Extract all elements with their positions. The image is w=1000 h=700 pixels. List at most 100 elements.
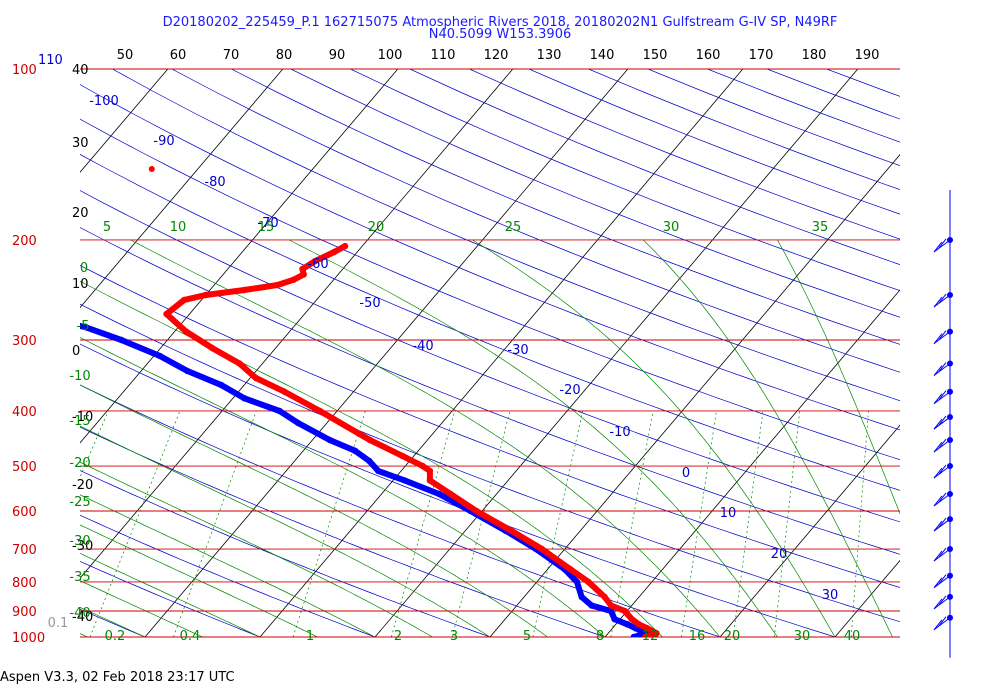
moist-adiabat-label: 15 (258, 220, 275, 235)
top-axis-tick-label: 130 (537, 48, 562, 63)
isobar-lines (80, 68, 900, 638)
wind-barb-flag (938, 616, 947, 627)
top-left-extra-label: 110 (38, 53, 63, 68)
isotherm-line (950, 69, 1000, 637)
top-axis-tick-label: 100 (378, 48, 403, 63)
wind-barb (933, 416, 951, 430)
wind-barb-flag (933, 619, 943, 631)
moist-adiabat-line (80, 552, 261, 637)
dry-adiabat-line (409, 69, 900, 266)
top-axis-tick-label: 60 (170, 48, 187, 63)
isotherm-line (80, 69, 284, 309)
pressure-tick-label: 800 (12, 576, 37, 591)
top-axis-tick-label: 80 (276, 48, 293, 63)
wind-barb (933, 439, 951, 453)
wind-barb-flag (938, 330, 947, 340)
isotherm-line (259, 69, 744, 637)
wind-barb-flag (938, 547, 947, 558)
mixing-ratio-label: 0.1 (48, 616, 69, 631)
isotherm-label: 30 (72, 136, 89, 151)
isotherm-label: 20 (72, 206, 89, 221)
moist-adiabat-label: -15 (69, 414, 90, 429)
dry-adiabat-label: 30 (822, 588, 839, 603)
moist-adiabat-label: -25 (69, 495, 90, 510)
top-axis-tick-label: 180 (802, 48, 827, 63)
moist-adiabat-label: 30 (663, 220, 680, 235)
dry-adiabat-line (826, 69, 900, 97)
isotherm-label: -10 (72, 410, 93, 425)
mixing-ratio-label: 1 (306, 629, 314, 644)
wind-barb-flag (933, 241, 943, 253)
dry-adiabat-line (80, 154, 900, 491)
wind-barb (933, 391, 951, 405)
mixing-ratio-line (89, 410, 181, 637)
dry-adiabat-line (80, 384, 721, 637)
dry-adiabat-line (80, 561, 261, 637)
moist-adiabat-line (80, 524, 318, 637)
pressure-tick-label: 900 (12, 605, 37, 620)
isotherm-label: 40 (72, 63, 89, 78)
top-axis-tick-label: 70 (223, 48, 240, 63)
moist-adiabat-label: -20 (69, 456, 90, 471)
pressure-tick-label: 600 (12, 505, 37, 520)
footer-version: Aspen V3.3, 02 Feb 2018 23:17 UTC (0, 670, 235, 685)
moist-adiabat-label: 20 (368, 220, 385, 235)
temperature-point (148, 166, 155, 173)
mixing-ratio-label: 2 (394, 629, 402, 644)
isotherm-label: 0 (72, 344, 80, 359)
dry-adiabat-line (80, 84, 900, 431)
wind-barb-flag (938, 517, 947, 528)
mixing-ratio-label: 5 (523, 629, 531, 644)
dewpoint-point (45, 315, 51, 321)
pressure-tick-label: 300 (12, 334, 37, 349)
dry-adiabat-label: 20 (771, 547, 788, 562)
wind-barb-flag (938, 415, 947, 426)
mixing-ratio-line (610, 410, 654, 637)
wind-barb-flag (938, 464, 947, 475)
mixing-ratio-label: 12 (642, 629, 659, 644)
dry-adiabat-line (171, 69, 900, 373)
dry-adiabat-line (80, 514, 376, 637)
pressure-tick-label: 200 (12, 234, 37, 249)
mixing-ratio-line (173, 410, 257, 637)
wind-barb-flag (933, 577, 943, 589)
dry-adiabat-line (80, 118, 900, 461)
dry-adiabat-line (588, 69, 900, 191)
dry-adiabat-line (80, 303, 900, 623)
pressure-tick-label: 700 (12, 543, 37, 558)
mixing-ratio-label: 30 (794, 629, 811, 644)
wind-barb-flag (938, 390, 947, 401)
mixing-ratio-label: 40 (844, 629, 861, 644)
wind-barb-flag (933, 333, 943, 344)
top-axis-tick-label: 50 (117, 48, 134, 63)
chart-title: D20180202_225459_P.1 162715075 Atmospher… (162, 15, 838, 30)
isotherm-label: 10 (72, 277, 89, 292)
top-axis-tick-label: 90 (329, 48, 346, 63)
chart-subtitle: N40.5099 W153.3906 (428, 27, 572, 42)
wind-barb (933, 518, 951, 532)
moist-adiabat-label: 35 (812, 220, 829, 235)
moist-adiabat-line (643, 239, 893, 637)
isotherm-label: -30 (72, 539, 93, 554)
dry-adiabat-label: -70 (257, 216, 278, 231)
dry-adiabat-line (80, 470, 491, 637)
dry-adiabat-label: 10 (720, 506, 737, 521)
moist-adiabat-line (80, 580, 203, 637)
wind-barb (933, 548, 951, 562)
mixing-ratio-line (681, 410, 717, 637)
wind-barb-flag (933, 598, 943, 610)
wind-barb-flag (938, 574, 947, 585)
dry-adiabat-line (80, 426, 606, 637)
pressure-tick-label: 500 (12, 460, 37, 475)
wind-barb-flag (933, 550, 943, 562)
mixing-ratio-line (292, 410, 366, 637)
isotherm-line (80, 69, 399, 444)
mixing-ratio-line (907, 411, 918, 637)
moist-adiabat-label: -5 (77, 319, 90, 334)
moist-adiabat-line (80, 337, 606, 637)
dry-adiabat-label: -20 (559, 383, 580, 398)
dry-adiabat-line (647, 69, 900, 167)
moist-adiabat-label: -10 (69, 369, 90, 384)
